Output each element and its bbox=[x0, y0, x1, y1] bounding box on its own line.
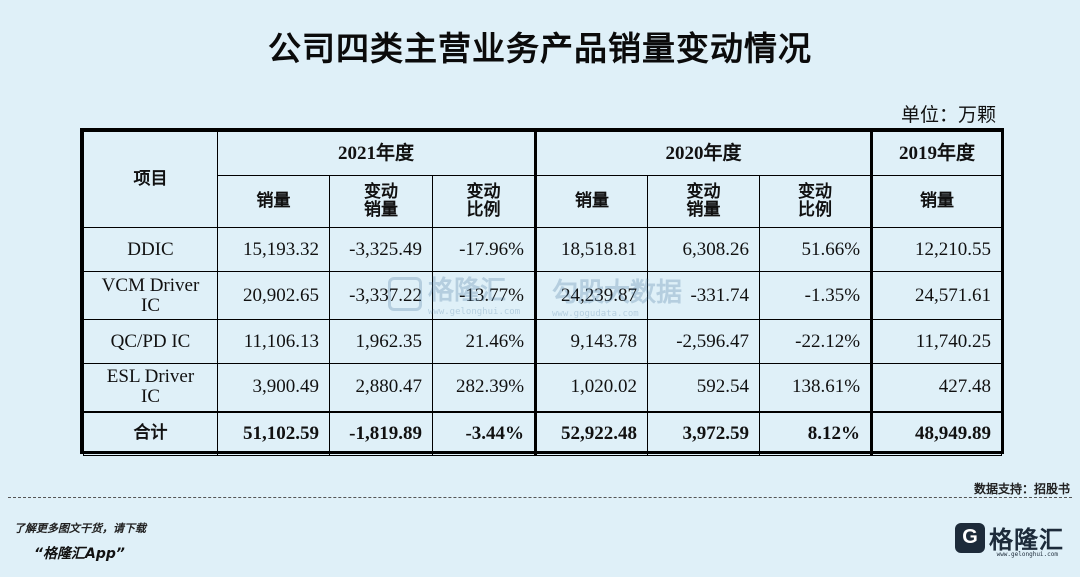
table-cell: 48,949.89 bbox=[870, 410, 1003, 456]
footer-brand: G 格隆汇 bbox=[955, 520, 1064, 555]
table-cell: 282.39% bbox=[431, 363, 537, 412]
table-row: VCM Driver IC 20,902.65 -3,337.22 -13.77%… bbox=[83, 271, 1003, 320]
table-cell: 9,143.78 bbox=[534, 319, 649, 364]
table-cell: -22.12% bbox=[759, 319, 873, 364]
table-cell: -3,337.22 bbox=[329, 271, 433, 320]
row-item: ESL Driver IC bbox=[83, 363, 218, 412]
table-cell: 427.48 bbox=[870, 363, 1003, 412]
header-year-2019: 2019年度 bbox=[870, 131, 1003, 176]
brand-name: 格隆汇 bbox=[989, 526, 1064, 554]
table-cell: 3,972.59 bbox=[647, 410, 761, 456]
table-cell: 1,962.35 bbox=[329, 319, 433, 364]
subheader-sales: 销量 bbox=[534, 175, 649, 228]
table-cell: -1,819.89 bbox=[329, 410, 433, 456]
table-cell: -1.35% bbox=[759, 271, 873, 320]
table-cell: 51,102.59 bbox=[217, 410, 330, 456]
table-row: ESL Driver IC 3,900.49 2,880.47 282.39% 1… bbox=[83, 363, 1003, 412]
table-cell: -13.77% bbox=[431, 271, 537, 320]
unit-label: 单位：万颗 bbox=[900, 104, 996, 126]
divider bbox=[8, 497, 1072, 498]
table-cell: 18,518.81 bbox=[534, 227, 649, 272]
table-cell: 11,106.13 bbox=[217, 319, 330, 364]
table-cell: -17.96% bbox=[431, 227, 537, 272]
data-source: 数据支持：招股书 bbox=[973, 482, 1070, 496]
row-item: VCM Driver IC bbox=[83, 271, 218, 320]
promo-app-name: “格隆汇App” bbox=[34, 546, 125, 562]
table-cell: 51.66% bbox=[759, 227, 873, 272]
table-cell: 3,900.49 bbox=[217, 363, 330, 412]
table-cell: -3,325.49 bbox=[329, 227, 433, 272]
table-cell: -331.74 bbox=[647, 271, 761, 320]
subheader-change-ratio: 变动 比例 bbox=[759, 175, 873, 228]
table-cell: 21.46% bbox=[431, 319, 537, 364]
table-row: QC/PD IC 11,106.13 1,962.35 21.46% 9,143… bbox=[83, 319, 1003, 364]
table-cell: 6,308.26 bbox=[647, 227, 761, 272]
table-cell: 52,922.48 bbox=[534, 410, 649, 456]
promo-text: 了解更多图文干货，请下载 bbox=[14, 522, 146, 535]
subheader-change-ratio: 变动 比例 bbox=[431, 175, 537, 228]
header-item: 项目 bbox=[83, 131, 218, 228]
row-item: QC/PD IC bbox=[83, 319, 218, 364]
subheader-sales: 销量 bbox=[870, 175, 1003, 228]
table-cell: 24,571.61 bbox=[870, 271, 1003, 320]
brand-logo-icon: G bbox=[955, 522, 985, 553]
table-cell: 2,880.47 bbox=[329, 363, 433, 412]
header-year-2021: 2021年度 bbox=[216, 131, 537, 176]
table-cell: 592.54 bbox=[647, 363, 761, 412]
subheader-change-sales: 变动 销量 bbox=[647, 175, 761, 228]
table-total-row: 合计 51,102.59 -1,819.89 -3.44% 52,922.48 … bbox=[83, 410, 1003, 456]
subheader-change-sales: 变动 销量 bbox=[329, 175, 433, 228]
sales-table: 项目 2021年度 2020年度 2019年度 销量 变动 销量 变动 比例 销量 … bbox=[80, 128, 1004, 456]
table-cell: 24,239.87 bbox=[534, 271, 649, 320]
table-cell: 138.61% bbox=[759, 363, 873, 412]
table-cell: -3.44% bbox=[431, 410, 537, 456]
total-label: 合计 bbox=[83, 410, 218, 456]
table-cell: -2,596.47 bbox=[647, 319, 761, 364]
table-cell: 15,193.32 bbox=[217, 227, 330, 272]
row-item: DDIC bbox=[83, 227, 218, 272]
table-row: DDIC 15,193.32 -3,325.49 -17.96% 18,518.… bbox=[83, 227, 1003, 272]
table-cell: 20,902.65 bbox=[217, 271, 330, 320]
header-year-2020: 2020年度 bbox=[534, 131, 873, 176]
table-cell: 8.12% bbox=[759, 410, 873, 456]
page-title: 公司四类主营业务产品销量变动情况 bbox=[268, 29, 812, 68]
brand-url: www.gelonghui.com bbox=[996, 551, 1058, 558]
subheader-sales: 销量 bbox=[217, 175, 330, 228]
table-cell: 12,210.55 bbox=[870, 227, 1003, 272]
table-cell: 1,020.02 bbox=[534, 363, 649, 412]
table-cell: 11,740.25 bbox=[870, 319, 1003, 364]
